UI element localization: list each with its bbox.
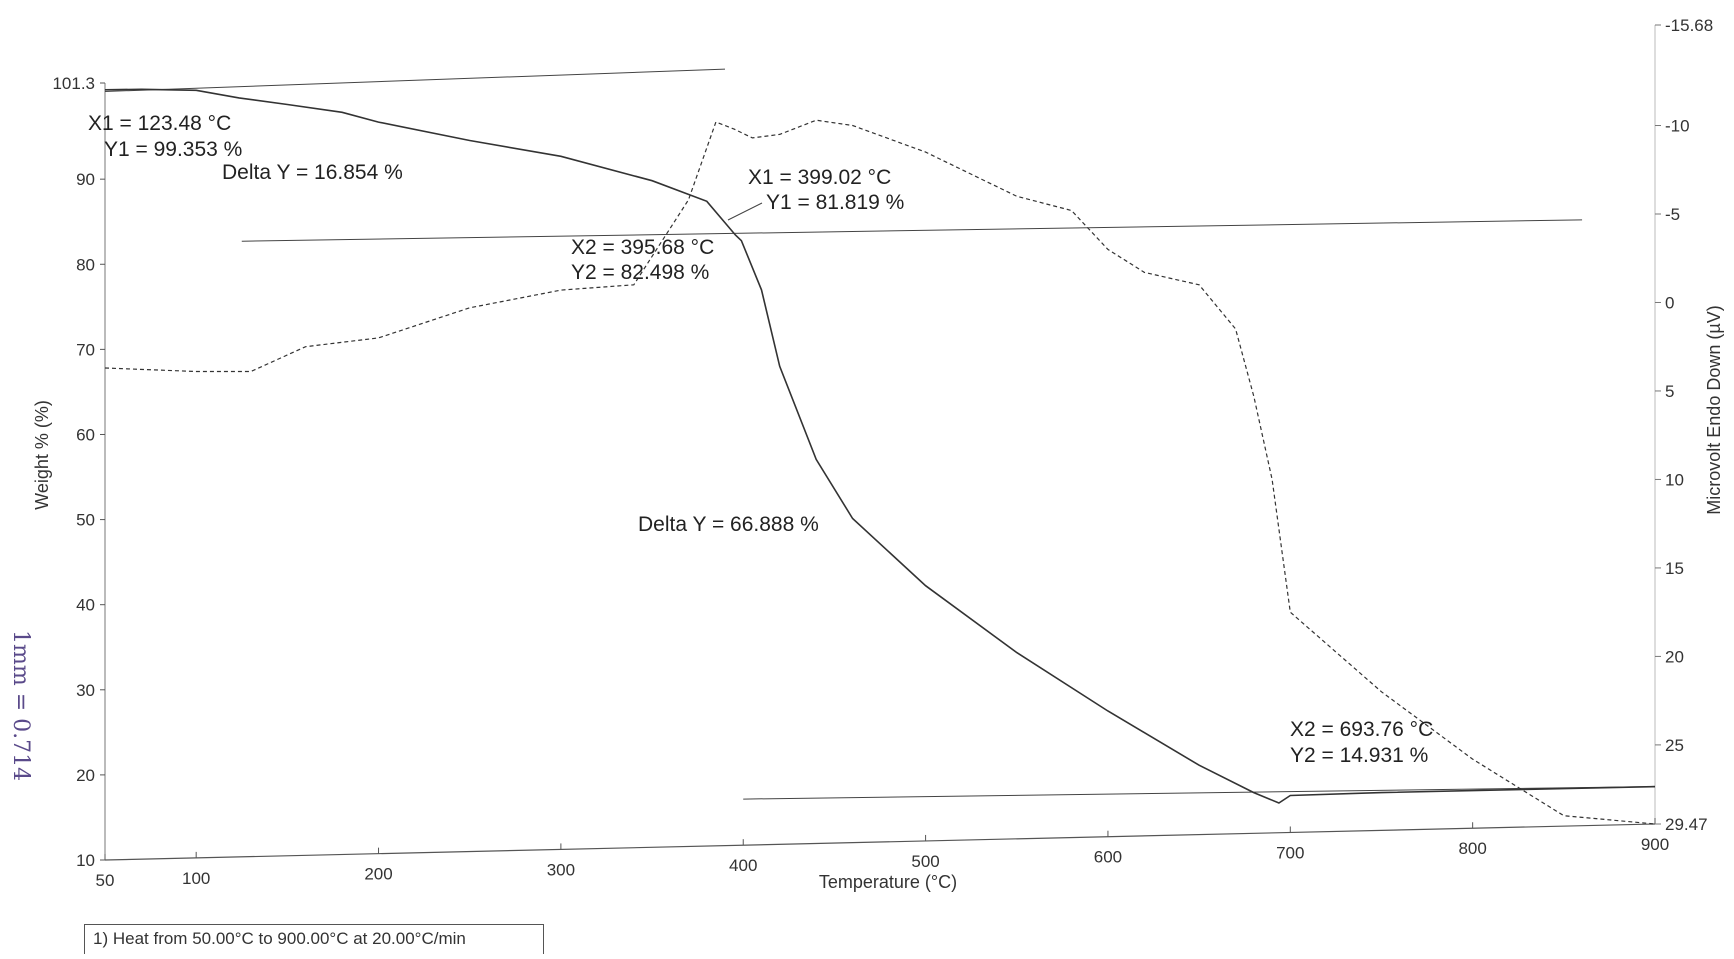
x-tick-label: 300 [547,860,575,879]
y2-tick-label: -10 [1665,117,1690,136]
x-tick-label: 400 [729,856,757,875]
x-tick-label: 700 [1276,843,1304,862]
y2-tick-label: 29.47 [1665,815,1708,834]
y-tick-label: 101.3 [52,74,95,93]
y-tick-label: 60 [76,425,95,444]
y2-tick-label: 20 [1665,647,1684,666]
x-tick-label: 200 [364,865,392,884]
annotation-leader [727,202,763,221]
y2-tick-label: 0 [1665,293,1674,312]
y-axis-label: Weight % (%) [32,400,52,510]
baseline-line [104,68,726,93]
method-note: 1) Heat from 50.00°C to 900.00°C at 20.0… [84,924,544,954]
x-tick-label: 900 [1641,835,1669,854]
series-line-weight [104,88,1656,804]
annotation-x2-first: X2 = 395.68 °C [571,236,714,259]
x-tick-label: 600 [1094,848,1122,867]
y-tick-label: 30 [76,681,95,700]
y2-tick-label: 5 [1665,382,1674,401]
x-tick-label: 50 [96,871,115,890]
baseline-line [241,219,1583,242]
x-tick-label: 100 [182,869,210,888]
baselines [104,68,1656,800]
annotation-y1-second: Y1 = 81.819 % [766,191,904,214]
annotation-x1-first: X1 = 123.48 °C [88,112,231,135]
y-tick-label: 10 [76,851,95,870]
y2-axis-label: Microvolt Endo Down (µV) [1704,305,1724,514]
y2-tick-label: 15 [1665,559,1684,578]
handwritten-note: 1mm = 0.714 [8,630,33,781]
annotation-y2-second: Y2 = 14.931 % [1290,744,1428,767]
y-tick-label: 20 [76,766,95,785]
y2-tick-label: 10 [1665,470,1684,489]
y2-tick-label: -5 [1665,205,1680,224]
series-layer [104,88,1656,825]
annotation-x2-second: X2 = 693.76 °C [1290,718,1433,741]
y-tick-label: 50 [76,511,95,530]
series-line-heat-flow [104,119,1656,825]
y-tick-label: 40 [76,596,95,615]
annotation-y1-first: Y1 = 99.353 % [104,138,242,161]
y-tick-label: 80 [76,255,95,274]
baseline-line [743,786,1656,800]
x-axis-label: Temperature (°C) [819,872,957,892]
x-tick-label: 800 [1458,839,1486,858]
annotation-x1-second: X1 = 399.02 °C [748,166,891,189]
annotation-delta-y-second: Delta Y = 66.888 % [638,513,819,536]
y-tick-label: 70 [76,340,95,359]
annotation-delta-y-first: Delta Y = 16.854 % [222,161,403,184]
y-tick-label: 90 [76,170,95,189]
x-axis [104,823,1656,861]
x-tick-label: 500 [911,852,939,871]
ticks-layer: 50 100 200 300 400 500 600 700 800 90010203040506… [52,16,1713,890]
y2-tick-label: -15.68 [1665,16,1713,35]
y2-tick-label: 25 [1665,736,1684,755]
annotation-y2-first: Y2 = 82.498 % [571,261,709,284]
